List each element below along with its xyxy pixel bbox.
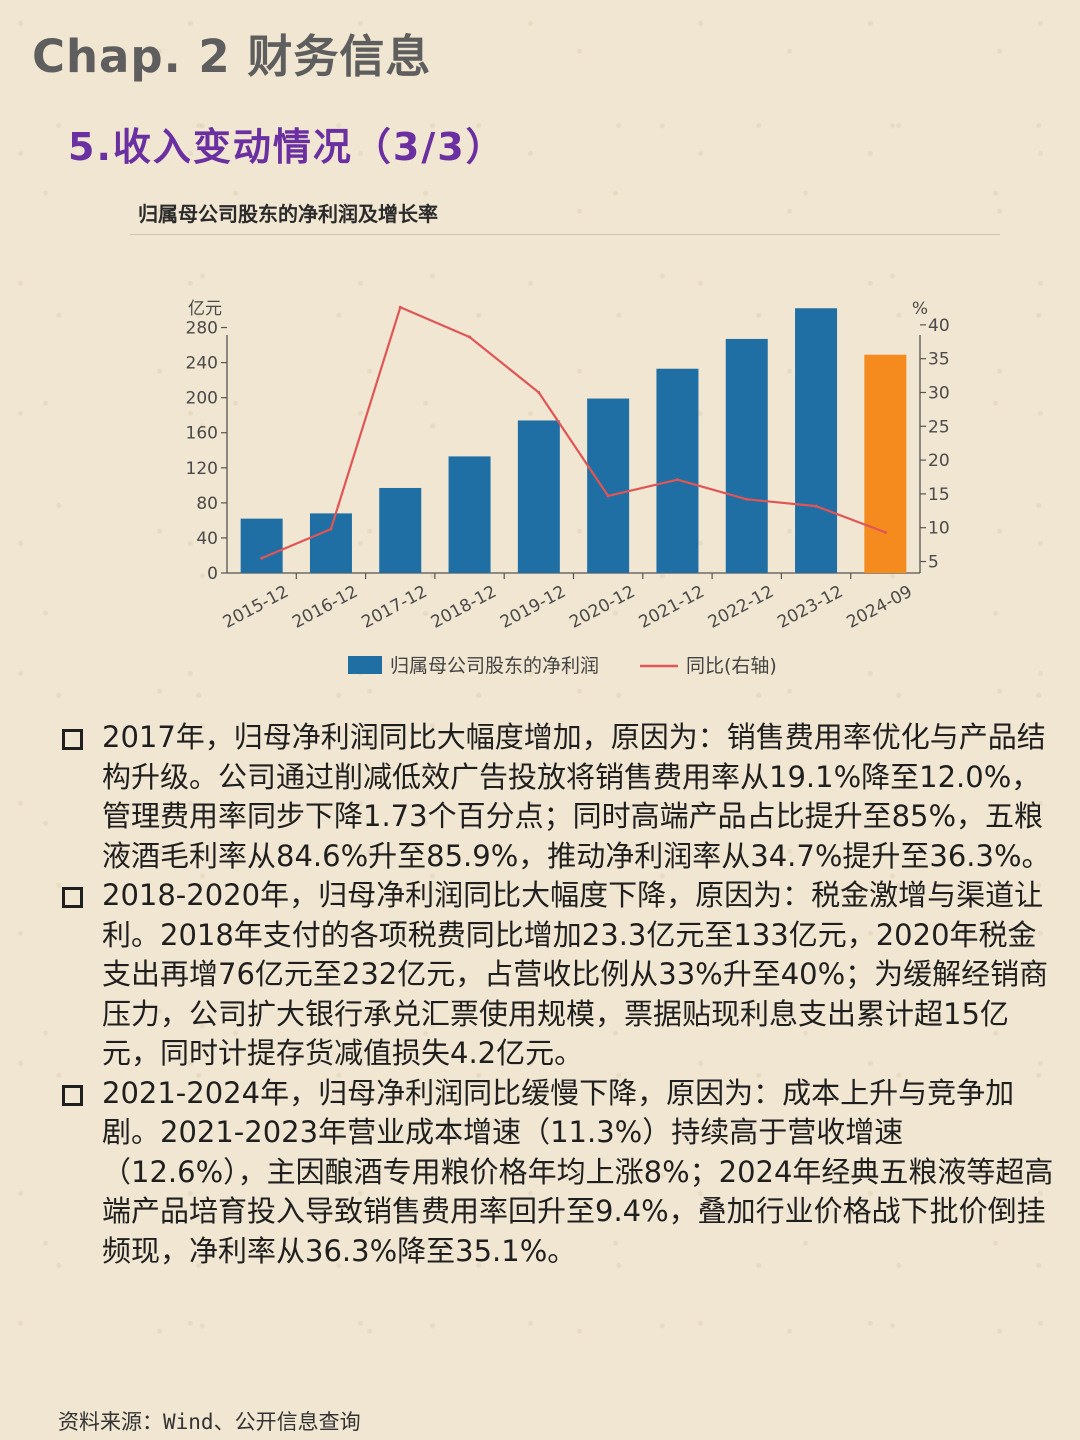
legend-line-label: 同比(右轴) [686, 655, 777, 677]
chapter-title: Chap. 2 财务信息 [32, 30, 432, 83]
bar-net-profit-2019-12 [517, 420, 560, 573]
chart-title: 归属母公司股东的净利润及增长率 [138, 202, 438, 226]
chart-container: 亿元% 0 40 80 120 160 200 240 280 5 10 15 20 25 30 35 40 20… [130, 190, 1000, 690]
point-yoy-2017-12 [398, 305, 402, 309]
bar-net-profit-2023-12 [795, 308, 838, 573]
checkbox-bullet-icon [62, 729, 83, 750]
bullet-item-2018-2020: 2018-2020年，归母净利润同比大幅度下降，原因为：税金激增与渠道让利。20… [60, 876, 1065, 1074]
checkbox-bullet-icon [62, 1084, 83, 1106]
point-yoy-2016-12 [329, 527, 333, 531]
point-yoy-2018-12 [468, 335, 472, 339]
point-yoy-2015-12 [260, 556, 264, 560]
y-right-tick-label: 10 [928, 519, 950, 539]
bullet-item-2017: 2017年，归母净利润同比大幅度增加，原因为：销售费用率优化与产品结构升级。公司… [60, 718, 1065, 876]
bullet-item-2021-2024: 2021-2024年，归母净利润同比缓慢下降，原因为：成本上升与竞争加剧。202… [60, 1074, 1065, 1272]
chart-svg: 亿元 % 0 40 80 120 160 200 240 280 5 10 15 20 25 30 35 40 20… [186, 299, 950, 677]
x-tick-label: 2022-12 [705, 582, 777, 633]
y-left-unit: 亿元 [188, 299, 222, 319]
y-right-unit: % [912, 299, 928, 319]
y-left-tick-label: 280 [186, 319, 218, 339]
bullet-text: 2017年，归母净利润同比大幅度增加，原因为：销售费用率优化与产品结构升级。公司… [102, 720, 1051, 873]
bar-net-profit-2020-12 [587, 398, 630, 573]
x-tick-label: 2023-12 [774, 582, 846, 633]
bar-net-profit-2015-12 [240, 518, 283, 573]
x-tick-label: 2024-09 [844, 582, 916, 633]
y-left-tick-label: 160 [186, 424, 218, 444]
y-right-tick-label: 5 [928, 553, 939, 573]
y-left-tick-label: 0 [207, 564, 218, 584]
section-title: 5.收入变动情况（3/3） [68, 125, 506, 169]
y-right-tick-label: 40 [928, 316, 950, 336]
point-yoy-2024-09 [883, 530, 887, 534]
y-left-tick-label: 80 [196, 494, 218, 514]
y-left-tick-label: 200 [186, 389, 218, 409]
point-yoy-2019-12 [537, 390, 541, 394]
line-yoy-growth [261, 306, 886, 560]
x-tick-label: 2016-12 [289, 582, 361, 633]
legend-bar-swatch [348, 656, 382, 674]
chart-divider [130, 234, 1000, 235]
point-yoy-2022-12 [745, 497, 749, 501]
bullet-list: 2017年，归母净利润同比大幅度增加，原因为：销售费用率优化与产品结构升级。公司… [60, 718, 1065, 1271]
point-yoy-2021-12 [675, 478, 679, 482]
bar-net-profit-2022-12 [725, 338, 768, 573]
checkbox-bullet-icon [62, 887, 83, 908]
x-tick-label: 2017-12 [358, 582, 430, 633]
bullet-text: 2018-2020年，归母净利润同比大幅度下降，原因为：税金激增与渠道让利。20… [102, 878, 1049, 1070]
y-right-tick-label: 35 [928, 350, 950, 370]
y-left-tick-label: 240 [186, 354, 218, 374]
bar-net-profit-2018-12 [448, 456, 491, 573]
bar-net-profit-2017-12 [379, 487, 422, 573]
bar-net-profit-2024-09 [864, 354, 907, 573]
y-right-tick-label: 20 [928, 451, 950, 471]
x-tick-label: 2015-12 [220, 582, 292, 633]
legend-bar-label: 归属母公司股东的净利润 [390, 655, 599, 677]
bar-net-profit-2021-12 [656, 368, 699, 573]
y-right-tick-label: 15 [928, 485, 950, 505]
point-yoy-2023-12 [814, 504, 818, 508]
x-tick-label: 2021-12 [636, 582, 708, 633]
bullet-text: 2021-2024年，归母净利润同比缓慢下降，原因为：成本上升与竞争加剧。202… [102, 1075, 1054, 1268]
y-right-tick-label: 30 [928, 383, 950, 403]
x-tick-label: 2018-12 [428, 582, 500, 633]
bar-net-profit-2016-12 [309, 513, 352, 573]
x-tick-label: 2019-12 [497, 582, 569, 633]
y-left-tick-label: 120 [186, 459, 218, 479]
source-note: 资料来源：Wind、公开信息查询 [58, 1410, 361, 1434]
y-right-tick-label: 25 [928, 417, 950, 437]
y-left-tick-label: 40 [196, 529, 218, 549]
point-yoy-2020-12 [606, 494, 610, 498]
x-tick-label: 2020-12 [566, 582, 638, 633]
